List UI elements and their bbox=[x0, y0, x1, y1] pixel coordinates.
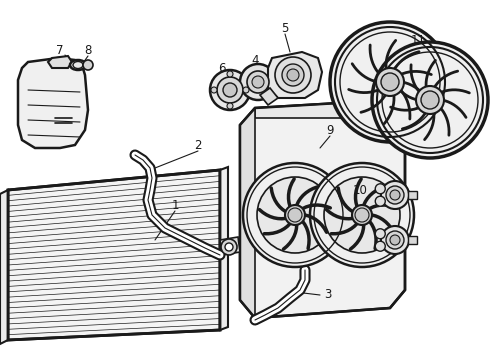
Circle shape bbox=[282, 64, 304, 86]
Circle shape bbox=[243, 163, 347, 267]
Text: 10: 10 bbox=[353, 184, 368, 197]
Circle shape bbox=[381, 73, 399, 91]
Text: 8: 8 bbox=[84, 44, 92, 57]
Circle shape bbox=[376, 68, 404, 96]
Circle shape bbox=[227, 71, 233, 77]
Circle shape bbox=[247, 71, 269, 93]
Circle shape bbox=[386, 231, 404, 249]
Circle shape bbox=[227, 103, 233, 109]
Polygon shape bbox=[255, 100, 405, 118]
Circle shape bbox=[285, 205, 305, 225]
Polygon shape bbox=[260, 88, 278, 105]
Circle shape bbox=[375, 184, 385, 194]
Circle shape bbox=[352, 205, 372, 225]
Circle shape bbox=[330, 22, 450, 142]
Circle shape bbox=[225, 243, 233, 251]
Ellipse shape bbox=[70, 60, 86, 70]
Text: 1: 1 bbox=[171, 198, 179, 212]
Text: 4: 4 bbox=[251, 54, 259, 67]
Circle shape bbox=[275, 57, 311, 93]
Circle shape bbox=[211, 87, 217, 93]
Circle shape bbox=[221, 239, 237, 255]
Circle shape bbox=[223, 83, 237, 97]
Polygon shape bbox=[240, 108, 255, 318]
Polygon shape bbox=[0, 190, 8, 344]
Circle shape bbox=[217, 77, 243, 103]
Polygon shape bbox=[408, 191, 417, 199]
Polygon shape bbox=[408, 236, 417, 244]
Circle shape bbox=[240, 64, 276, 100]
Circle shape bbox=[386, 186, 404, 204]
Circle shape bbox=[390, 235, 400, 245]
Text: 2: 2 bbox=[194, 139, 202, 152]
Circle shape bbox=[210, 70, 250, 110]
Circle shape bbox=[375, 196, 385, 206]
Circle shape bbox=[421, 91, 439, 109]
Polygon shape bbox=[18, 58, 88, 148]
Text: 3: 3 bbox=[324, 288, 332, 302]
Polygon shape bbox=[220, 237, 240, 255]
Circle shape bbox=[287, 69, 299, 81]
Circle shape bbox=[381, 181, 409, 209]
Polygon shape bbox=[8, 170, 220, 340]
Circle shape bbox=[243, 87, 249, 93]
Circle shape bbox=[390, 190, 400, 200]
Polygon shape bbox=[268, 52, 322, 98]
Circle shape bbox=[381, 226, 409, 254]
Text: 7: 7 bbox=[56, 44, 64, 57]
Circle shape bbox=[372, 42, 488, 158]
Circle shape bbox=[310, 163, 414, 267]
Circle shape bbox=[375, 241, 385, 251]
Polygon shape bbox=[220, 167, 228, 330]
Text: 11: 11 bbox=[411, 33, 425, 46]
Text: 9: 9 bbox=[326, 123, 334, 136]
Polygon shape bbox=[240, 100, 405, 318]
Circle shape bbox=[375, 229, 385, 239]
Text: 5: 5 bbox=[281, 22, 289, 35]
Circle shape bbox=[324, 177, 400, 253]
Circle shape bbox=[257, 177, 333, 253]
Polygon shape bbox=[48, 56, 72, 68]
Circle shape bbox=[416, 86, 444, 114]
Circle shape bbox=[252, 76, 264, 88]
Circle shape bbox=[83, 60, 93, 70]
Text: 6: 6 bbox=[218, 62, 226, 75]
